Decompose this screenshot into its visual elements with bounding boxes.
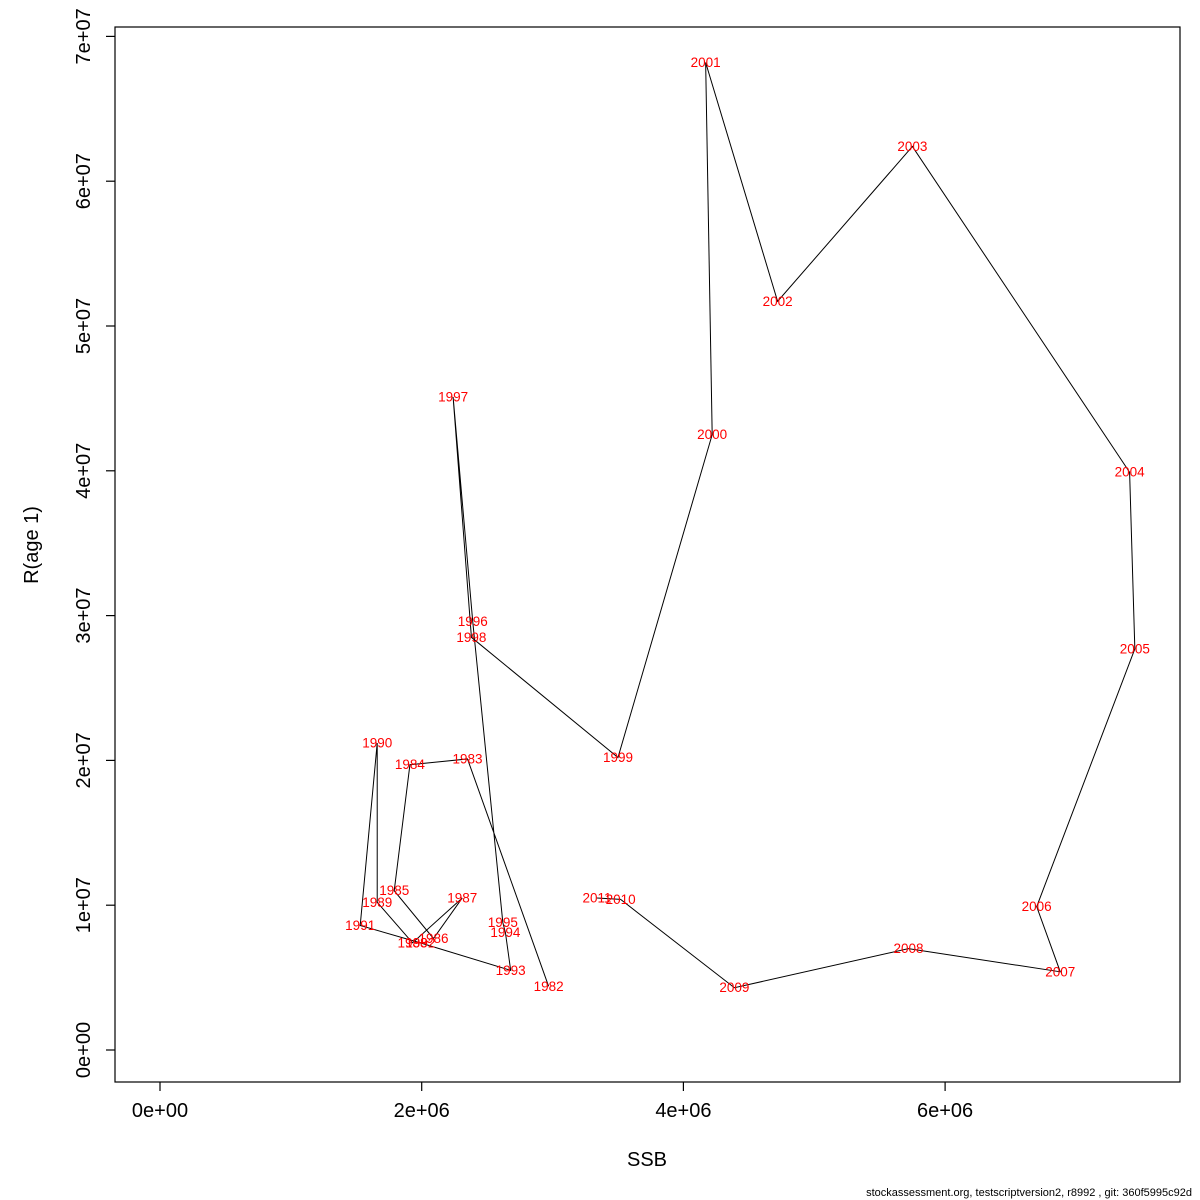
year-label: 1995 [488, 915, 518, 930]
y-tick-label: 0e+00 [73, 1022, 95, 1078]
year-label: 1994 [490, 925, 521, 940]
year-label: 1998 [456, 630, 486, 645]
year-label: 2011 [583, 890, 612, 905]
year-label: 1984 [395, 757, 426, 772]
x-tick-label: 4e+06 [655, 1100, 711, 1122]
year-label: 1999 [603, 750, 633, 765]
year-label: 2005 [1120, 641, 1150, 656]
year-label: 1992 [405, 935, 435, 950]
year-label: 2000 [697, 427, 727, 442]
x-tick-label: 2e+06 [394, 1100, 450, 1122]
y-tick-label: 6e+07 [73, 153, 95, 209]
x-tick-label: 6e+06 [917, 1100, 973, 1122]
data-series [359, 62, 1136, 989]
y-tick-label: 3e+07 [73, 588, 95, 644]
y-tick-label: 4e+07 [73, 443, 95, 499]
trajectory-line [359, 62, 1136, 989]
year-label: 1990 [362, 736, 392, 751]
year-label: 2009 [719, 980, 749, 995]
year-label: 1986 [418, 931, 448, 946]
year-label: 1988 [398, 935, 428, 950]
year-label: 2001 [691, 55, 721, 70]
x-axis-title: SSB [627, 1149, 667, 1171]
year-label: 2003 [897, 139, 927, 154]
year-label: 1991 [345, 918, 375, 933]
year-label: 1997 [438, 389, 468, 404]
y-tick-label: 2e+07 [73, 732, 95, 788]
y-axis: 0e+00 1e+07 2e+07 3e+07 4e+07 5e+07 6e+07 7e+07 [73, 8, 115, 1078]
y-axis-title: R(age 1) [21, 506, 43, 584]
year-label: 1993 [496, 963, 526, 978]
year-labels: 1982 1983 1984 1985 1986 1987 1988 1989 1990 1991… [345, 55, 1150, 995]
year-label: 1985 [379, 883, 409, 898]
year-label: 2008 [893, 941, 923, 956]
y-tick-label: 7e+07 [73, 8, 95, 64]
year-label: 1996 [458, 614, 488, 629]
year-label: 2010 [606, 892, 636, 907]
year-label: 1987 [447, 890, 477, 905]
year-label: 2007 [1045, 964, 1075, 979]
footer-credit: stockassessment.org, testscriptversion2,… [866, 1187, 1192, 1199]
x-axis: 0e+00 2e+06 4e+06 6e+06 [132, 1082, 973, 1122]
x-tick-label: 0e+00 [132, 1100, 188, 1122]
year-label: 2006 [1022, 899, 1052, 914]
year-label: 1982 [534, 979, 564, 994]
year-label: 2004 [1115, 465, 1146, 480]
plot-area-border [114, 26, 1181, 1083]
y-tick-label: 1e+07 [73, 877, 95, 933]
year-label: 1989 [362, 895, 392, 910]
year-label: 2002 [763, 294, 793, 309]
y-tick-label: 5e+07 [73, 298, 95, 354]
year-label: 1983 [452, 751, 482, 766]
